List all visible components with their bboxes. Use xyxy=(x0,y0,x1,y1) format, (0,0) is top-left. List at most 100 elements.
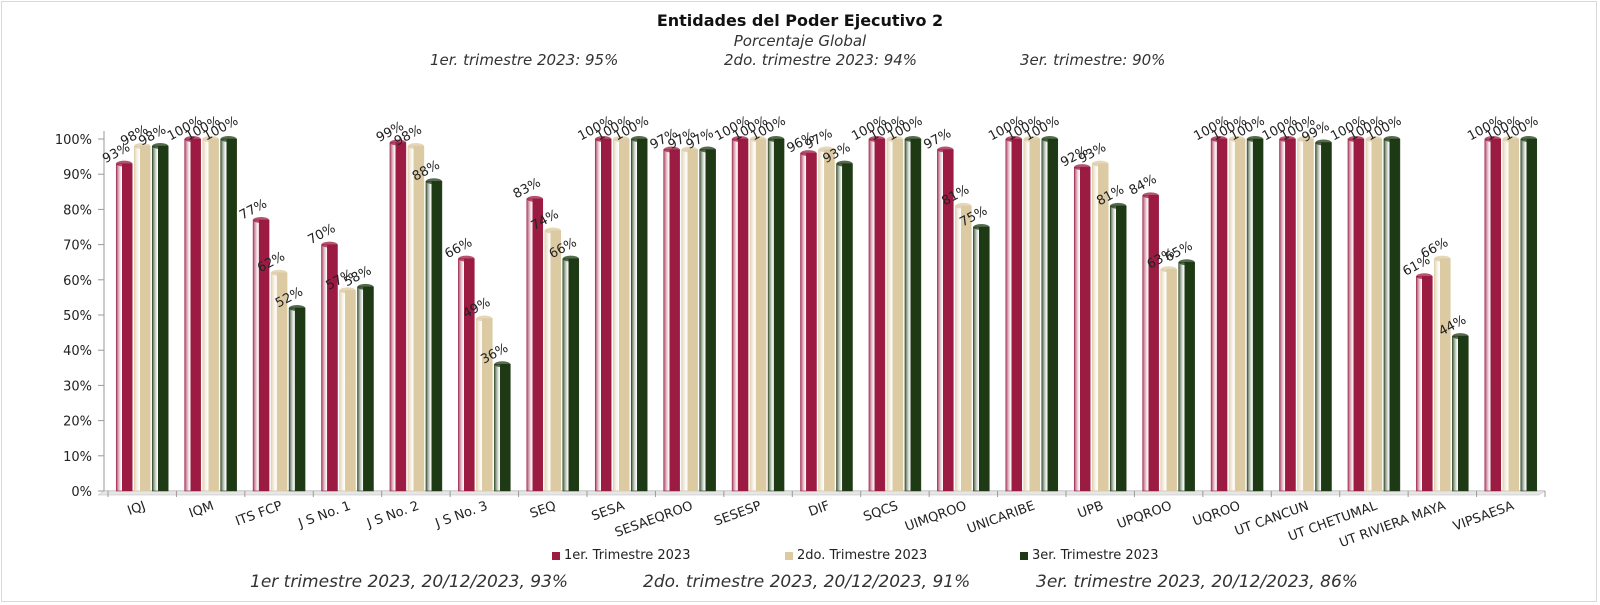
legend-label-q3: 3er. Trimestre 2023 xyxy=(1032,548,1159,563)
bottom-note-q1: 1er trimestre 2023, 20/12/2023, 93% xyxy=(250,572,569,592)
bar xyxy=(288,307,306,492)
bar xyxy=(115,163,133,492)
bar-cap xyxy=(253,216,270,223)
y-tick-label: 10% xyxy=(63,450,92,465)
bar-cap xyxy=(134,143,151,150)
bar-cap xyxy=(1520,136,1537,142)
bar-cap xyxy=(494,361,511,368)
y-tick-label: 30% xyxy=(63,379,92,394)
y-tick-label: 60% xyxy=(63,274,92,289)
bar xyxy=(1452,335,1469,492)
bar-cap xyxy=(750,136,767,142)
legend-item-q1: 1er. Trimestre 2023 xyxy=(552,548,690,563)
bar-cap xyxy=(1023,136,1040,142)
x-tick-label: SQCS xyxy=(861,499,900,525)
top-note-q1: 1er. trimestre 2023: 95% xyxy=(430,51,619,69)
bar-cap xyxy=(1178,259,1195,266)
bar-cap xyxy=(1142,192,1159,199)
bar xyxy=(339,290,356,492)
chart-title: Entidades del Poder Ejecutivo 2 xyxy=(656,11,944,30)
bar xyxy=(1228,138,1246,492)
x-tick-label: J S No. 2 xyxy=(364,499,421,532)
bar-cap xyxy=(562,255,579,262)
x-tick-label: IQM xyxy=(187,499,216,522)
bar xyxy=(1109,205,1127,492)
bar-cap xyxy=(1041,136,1058,142)
bar xyxy=(1279,138,1296,492)
legend-swatch-q3 xyxy=(1020,551,1028,560)
x-tick-label: DIF xyxy=(807,499,832,520)
legend-label-q2: 2do. Trimestre 2023 xyxy=(797,548,928,563)
bar-cap xyxy=(868,136,885,142)
bar-cap xyxy=(184,136,201,142)
bar-cap xyxy=(1315,139,1332,146)
bar xyxy=(1416,276,1433,492)
bar-cap xyxy=(458,255,475,262)
x-tick-label: UPQROO xyxy=(1115,499,1174,533)
bar xyxy=(955,205,972,492)
legend-label-q1: 1er. Trimestre 2023 xyxy=(564,548,691,563)
bar xyxy=(1073,166,1091,492)
bar-cap xyxy=(800,150,817,157)
bar-cap xyxy=(613,136,630,142)
bar-cap xyxy=(1092,160,1109,167)
x-tick-label: SEQ xyxy=(528,499,558,522)
bar-cap xyxy=(476,315,493,322)
bar-cap xyxy=(1484,136,1501,142)
bar xyxy=(1484,138,1502,492)
y-tick-label: 80% xyxy=(63,203,92,218)
bar-cap xyxy=(152,143,169,150)
bar xyxy=(749,138,767,492)
bar-cap xyxy=(1247,136,1264,142)
bar-cap xyxy=(663,146,680,153)
bar-cap xyxy=(886,136,903,142)
bar xyxy=(220,138,237,492)
bar xyxy=(389,142,407,492)
bar-cap xyxy=(339,287,356,294)
bar-cap xyxy=(220,136,237,142)
bar xyxy=(357,286,374,492)
bar-cap xyxy=(1229,136,1246,142)
x-tick-label: J S No. 3 xyxy=(433,499,490,532)
bar xyxy=(663,149,680,492)
y-tick-label: 20% xyxy=(63,415,92,430)
bar-cap xyxy=(425,178,442,185)
bar xyxy=(1520,138,1538,492)
bar-cap xyxy=(937,146,954,153)
bar xyxy=(594,138,612,492)
bar xyxy=(904,138,922,492)
bar-cap xyxy=(271,269,288,276)
bar-cap xyxy=(973,224,990,230)
bar xyxy=(1434,258,1451,492)
bar xyxy=(425,180,443,492)
bar-cap xyxy=(768,136,785,142)
bar xyxy=(731,138,749,492)
bar xyxy=(1160,268,1177,492)
bar xyxy=(630,138,648,492)
bar-cap xyxy=(631,136,648,142)
x-tick-label: ITS FCP xyxy=(234,499,285,530)
bar xyxy=(133,145,151,492)
bar-cap xyxy=(1365,136,1382,142)
bar xyxy=(699,149,716,492)
top-note-q3: 3er. trimestre: 90% xyxy=(1020,51,1166,69)
bar-cap xyxy=(389,139,406,146)
y-tick-label: 0% xyxy=(71,485,92,500)
bar xyxy=(1246,138,1264,492)
bar-cap xyxy=(699,146,716,153)
bar-cap xyxy=(1005,136,1022,142)
bar-cap xyxy=(1383,136,1400,142)
legend-item-q3: 3er. Trimestre 2023 xyxy=(1020,548,1158,563)
bar xyxy=(1091,163,1109,492)
bar-cap xyxy=(407,143,424,150)
chart-legend: 1er. Trimestre 2023 2do. Trimestre 2023 … xyxy=(0,548,1600,566)
x-tick-label: SESAEQROO xyxy=(613,499,695,541)
bar-cap xyxy=(1347,136,1364,142)
chart-floor xyxy=(97,490,1546,496)
bar xyxy=(1142,195,1159,492)
bar xyxy=(1315,142,1332,492)
bar-cap xyxy=(544,227,561,234)
bar xyxy=(1365,138,1383,492)
